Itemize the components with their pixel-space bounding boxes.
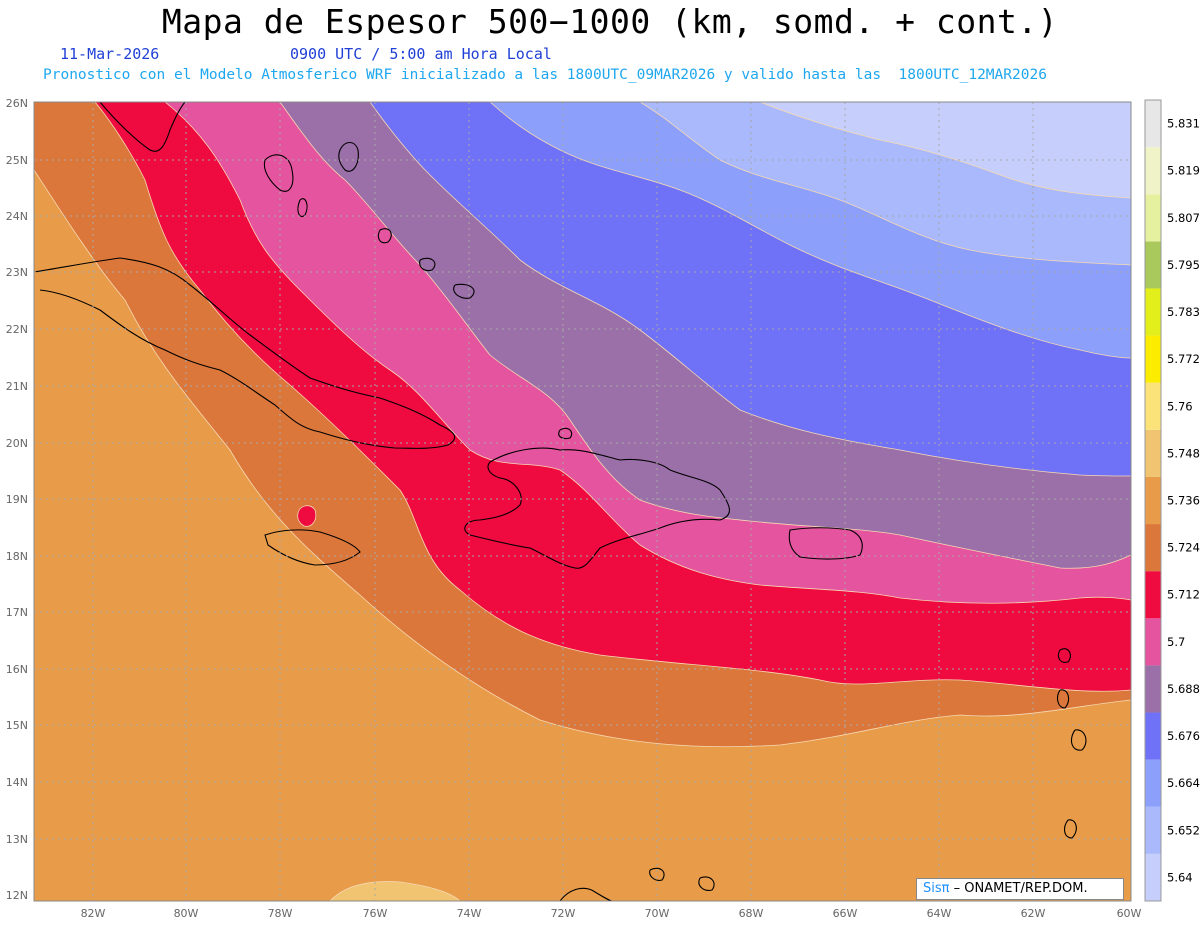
colorbar-swatch [1145,712,1161,760]
map-title: Mapa de Espesor 500−1000 (km, somd. + co… [161,2,1059,41]
colorbar-swatch [1145,618,1161,666]
lat-label: 18N [6,550,28,563]
lat-label: 14N [6,776,28,789]
colorbar-label: 5.64 [1167,870,1193,884]
lon-labels: 82W 80W 78W 76W 74W 72W 70W 68W 66W 64W … [81,907,1142,920]
lat-label: 13N [6,833,28,846]
colorbar-label: 5.7 [1167,635,1185,649]
bahamas-1 [263,154,294,192]
colorbar-swatch [1145,806,1161,854]
filled-contours [34,102,1131,901]
lon-label: 76W [363,907,388,920]
south-america-coast [559,887,613,901]
lat-label: 23N [6,266,28,279]
lon-label: 78W [268,907,293,920]
lon-label: 68W [739,907,764,920]
lesser-antilles-3 [1063,819,1077,839]
graticule [34,102,1131,901]
colorbar-label: 5.748 [1167,446,1200,460]
lat-label: 24N [6,210,28,223]
jamaica-coast [264,529,361,566]
forecast-time: 0900 UTC / 5:00 am Hora Local [290,45,552,63]
gulf-coast-top [99,102,186,152]
lon-label: 62W [1021,907,1046,920]
small-island-1 [649,867,665,881]
sis-logo-text: Sisπ [923,881,950,896]
small-island-2 [698,876,715,891]
colorbar-border [1144,99,1162,902]
lat-label: 16N [6,663,28,676]
turks-caicos [558,427,573,440]
map-frame [33,101,1132,902]
hispaniola-coast [464,447,730,569]
colorbar-label: 5.652 [1167,823,1200,837]
red-patch-jamaica [297,505,317,527]
coastlines [34,102,1087,901]
lat-label: 26N [6,97,28,110]
bahamas-3 [338,141,359,172]
colorbar-label: 5.736 [1167,494,1200,508]
cuba-coast [34,257,456,449]
colorbar-swatch [1145,524,1161,572]
lesser-antilles-2 [1070,729,1087,751]
credit-org: – ONAMET/REP.DOM. [953,881,1088,896]
lat-label: 12N [6,889,28,902]
colorbar-swatch [1145,571,1161,619]
bahamas-2 [297,198,308,218]
lesser-antilles-1 [1057,648,1071,663]
lat-label: 22N [6,323,28,336]
puerto-rico-coast [788,527,863,560]
colorbar-label: 5.712 [1167,588,1200,602]
colorbar-label: 5.676 [1167,729,1200,743]
colorbar-label: 5.819 [1167,164,1200,178]
lat-labels: 26N 25N 24N 23N 22N 21N 20N 19N 18N 17N … [6,97,28,902]
colorbar-label: 5.772 [1167,352,1200,366]
bahamas-4 [377,228,392,244]
colorbar-label: 5.807 [1167,211,1200,225]
colorbar-swatch [1145,476,1161,525]
colorbar-label: 5.831 [1167,117,1200,131]
lon-label: 72W [551,907,576,920]
colorbar-label: 5.795 [1167,258,1200,272]
lon-label: 74W [457,907,482,920]
colorbar-swatch [1145,288,1161,336]
colorbar-swatch [1145,147,1161,195]
colorbar-swatch [1145,853,1161,901]
lat-label: 15N [6,719,28,732]
colorbar-swatch [1145,759,1161,807]
lat-label: 21N [6,380,28,393]
lat-label: 20N [6,437,28,450]
colorbar-label: 5.664 [1167,776,1200,790]
lon-label: 60W [1117,907,1142,920]
colorbar-label: 5.688 [1167,682,1200,696]
lon-label: 64W [927,907,952,920]
credit-box: Sisπ – ONAMET/REP.DOM. [916,878,1124,900]
colorbar-label: 5.724 [1167,541,1200,555]
colorbar-label: 5.76 [1167,399,1193,413]
colorbar-swatch [1145,100,1161,148]
lon-label: 66W [833,907,858,920]
model-description: Pronostico con el Modelo Atmosferico WRF… [43,67,1047,83]
lon-label: 82W [81,907,106,920]
colorbar: 5.64 5.652 5.664 5.676 5.688 5.7 5.712 5.724 5.7… [1144,99,1200,902]
colorbar-label: 5.783 [1167,305,1200,319]
lon-label: 70W [645,907,670,920]
bahamas-6 [453,283,475,299]
colorbar-swatch [1145,241,1161,289]
lat-label: 17N [6,606,28,619]
forecast-date: 11-Mar-2026 [60,45,160,63]
band-5-640 [759,102,1131,199]
bahamas-5 [419,257,436,272]
colorbar-swatch [1145,429,1161,477]
colorbar-swatch [1145,382,1161,430]
colorbar-swatch [1145,335,1161,383]
lesser-antilles-4 [1056,689,1070,709]
band-5-748 [329,881,461,901]
colorbar-swatch [1145,665,1161,713]
lat-label: 25N [6,154,28,167]
colorbar-swatch [1145,194,1161,242]
lat-label: 19N [6,493,28,506]
lon-label: 80W [174,907,199,920]
